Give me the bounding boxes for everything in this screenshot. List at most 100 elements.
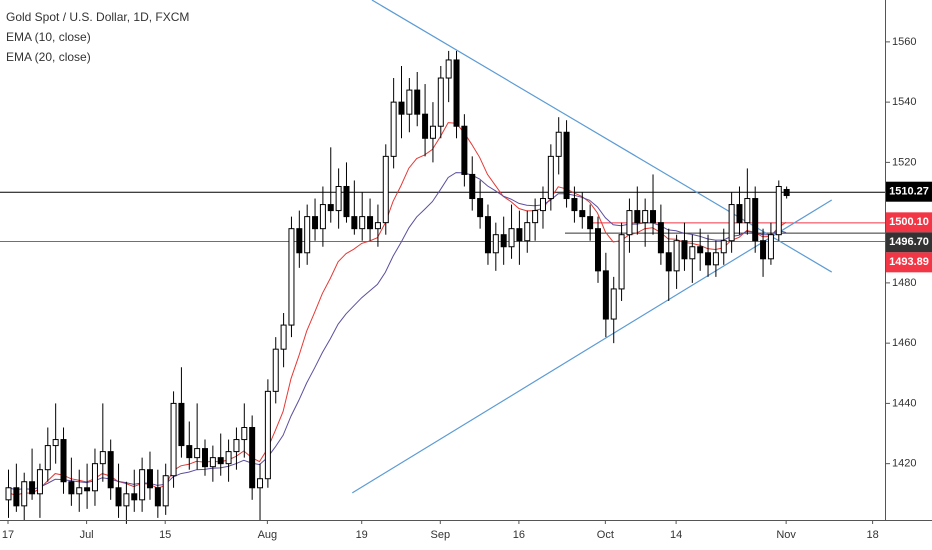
candle-body bbox=[516, 228, 523, 242]
candle-body bbox=[555, 131, 562, 157]
candle-body bbox=[720, 240, 727, 254]
candle-body bbox=[5, 487, 12, 501]
candle-body bbox=[429, 125, 436, 139]
y-tick-label: 1540 bbox=[892, 96, 916, 108]
price-label-box bbox=[886, 252, 932, 273]
candle-body bbox=[642, 210, 649, 224]
candle-body bbox=[280, 324, 287, 350]
x-tick-label: 16 bbox=[513, 529, 525, 541]
candle-body bbox=[752, 198, 759, 242]
candle-body bbox=[563, 131, 570, 200]
candle-body bbox=[767, 234, 774, 260]
candle-body bbox=[673, 240, 680, 272]
candle-body bbox=[469, 173, 476, 200]
x-tick-label: Nov bbox=[776, 529, 796, 541]
candle-body bbox=[477, 198, 484, 218]
candle-body bbox=[705, 252, 712, 266]
candle-body bbox=[626, 210, 633, 236]
candle-body bbox=[44, 445, 51, 471]
candle-body bbox=[170, 402, 177, 477]
candle-body bbox=[296, 228, 303, 254]
candle-body bbox=[414, 89, 421, 115]
x-tick-label: Jul bbox=[80, 529, 94, 541]
candle-body bbox=[186, 445, 193, 459]
candle-body bbox=[123, 493, 130, 507]
candle-body bbox=[335, 185, 342, 212]
candle-body bbox=[139, 469, 146, 501]
candle-body bbox=[689, 246, 696, 260]
candle-body bbox=[115, 487, 122, 507]
x-tick-label: Oct bbox=[597, 529, 614, 541]
candle-body bbox=[264, 390, 271, 480]
candle-body bbox=[84, 487, 91, 492]
candle-body bbox=[618, 234, 625, 290]
candle-body bbox=[657, 222, 664, 254]
candle-body bbox=[29, 481, 36, 495]
candle-body bbox=[162, 475, 169, 507]
legend-entry: EMA (20, close) bbox=[6, 50, 91, 64]
candle-body bbox=[595, 228, 601, 272]
candle-body bbox=[68, 481, 75, 495]
candle-body bbox=[209, 457, 216, 468]
candle-body bbox=[697, 246, 704, 254]
candle-body bbox=[257, 478, 264, 489]
price-label-box bbox=[886, 232, 932, 253]
x-tick-label: Aug bbox=[258, 529, 278, 541]
candle-body bbox=[351, 216, 358, 230]
candle-body bbox=[382, 155, 389, 224]
candle-body bbox=[146, 469, 153, 489]
chart-title: Gold Spot / U.S. Dollar, 1D, FXCM bbox=[6, 10, 189, 24]
candle-body bbox=[304, 216, 311, 254]
price-label: 1510.27 bbox=[889, 186, 929, 198]
candle-body bbox=[524, 222, 531, 242]
candle-body bbox=[327, 204, 334, 212]
x-tick-label: Sep bbox=[431, 529, 451, 541]
candle-body bbox=[343, 185, 350, 218]
candle-body bbox=[36, 469, 43, 495]
candle-body bbox=[225, 451, 232, 465]
candle-body bbox=[602, 270, 609, 320]
candle-body bbox=[367, 216, 374, 230]
candle-body bbox=[154, 487, 161, 507]
candle-body bbox=[665, 252, 672, 272]
candle-body bbox=[131, 493, 138, 501]
candle-body bbox=[178, 402, 185, 447]
candle-body bbox=[634, 210, 641, 224]
price-label-box bbox=[886, 181, 932, 202]
candle-body bbox=[484, 216, 491, 254]
candle-body bbox=[76, 487, 83, 495]
price-label: 1496.70 bbox=[889, 236, 929, 248]
candle-body bbox=[21, 481, 28, 507]
candle-body bbox=[398, 101, 405, 115]
candle-body bbox=[406, 89, 413, 115]
candle-body bbox=[52, 439, 59, 447]
x-tick-label: 14 bbox=[670, 529, 682, 541]
candle-body bbox=[775, 185, 782, 236]
candle-body bbox=[374, 222, 381, 230]
candle-body bbox=[587, 216, 594, 230]
x-tick-label: 15 bbox=[159, 529, 171, 541]
price-label: 1500.10 bbox=[889, 216, 929, 228]
candle-body bbox=[390, 101, 397, 157]
candle-body bbox=[241, 427, 248, 441]
y-tick-label: 1460 bbox=[892, 337, 916, 349]
candle-body bbox=[728, 204, 735, 242]
candle-body bbox=[107, 451, 114, 489]
y-tick-label: 1560 bbox=[892, 36, 916, 48]
candle-body bbox=[712, 252, 719, 266]
candle-body bbox=[319, 204, 326, 230]
x-tick-label: 18 bbox=[866, 529, 878, 541]
trendline bbox=[351, 199, 833, 494]
candle-body bbox=[217, 457, 224, 465]
y-tick-label: 1480 bbox=[892, 277, 916, 289]
candle-body bbox=[202, 448, 208, 468]
ema-line bbox=[7, 122, 787, 496]
candle-body bbox=[736, 204, 743, 224]
candle-body bbox=[461, 125, 468, 175]
legend-entry: EMA (10, close) bbox=[6, 30, 91, 44]
candle-body bbox=[744, 198, 751, 224]
candle-body bbox=[539, 198, 546, 212]
ema-line bbox=[7, 172, 787, 491]
